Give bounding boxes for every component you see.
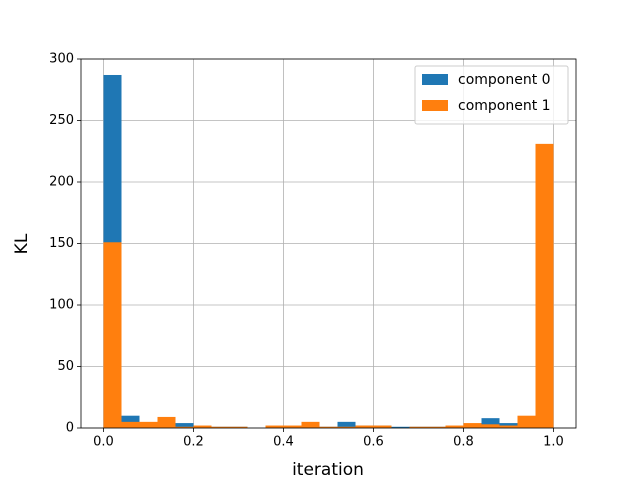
legend-label: component 1 xyxy=(458,98,551,114)
bar xyxy=(175,426,194,428)
bar xyxy=(157,416,176,428)
bar xyxy=(121,421,140,428)
bar xyxy=(139,421,158,428)
bar xyxy=(319,426,338,428)
y-axis-label: KL xyxy=(12,233,32,254)
bar xyxy=(535,143,554,428)
bar xyxy=(193,425,212,428)
bar xyxy=(409,426,428,428)
x-tick-label: 0.8 xyxy=(453,435,474,450)
bar xyxy=(175,423,194,428)
bar xyxy=(391,426,410,428)
y-tick-label: 200 xyxy=(49,175,74,190)
legend-swatch xyxy=(422,100,448,111)
bar xyxy=(229,426,248,428)
bar xyxy=(445,425,464,428)
bar xyxy=(265,425,284,428)
bar xyxy=(499,425,518,428)
bar xyxy=(355,425,374,428)
bar xyxy=(301,421,320,428)
bar xyxy=(283,425,302,428)
y-tick-label: 50 xyxy=(57,359,74,374)
bar xyxy=(427,426,446,428)
y-tick-label: 0 xyxy=(66,421,74,436)
bar xyxy=(481,424,500,428)
x-tick-label: 0.6 xyxy=(363,435,384,450)
legend-box xyxy=(414,65,569,125)
bar xyxy=(373,425,392,428)
bar xyxy=(337,421,356,428)
x-tick-label: 1.0 xyxy=(543,435,564,450)
x-tick-label: 0.0 xyxy=(93,435,114,450)
y-tick-label: 250 xyxy=(49,113,74,128)
y-tick-label: 300 xyxy=(49,52,74,67)
y-tick-label: 100 xyxy=(49,298,74,313)
bar xyxy=(499,423,518,428)
x-tick-label: 0.4 xyxy=(273,435,294,450)
legend-swatch xyxy=(422,74,448,85)
bar xyxy=(463,423,482,428)
bar xyxy=(337,426,356,428)
x-tick-label: 0.2 xyxy=(183,435,204,450)
bar xyxy=(517,415,536,428)
y-tick-label: 150 xyxy=(49,236,74,251)
bar xyxy=(211,426,230,428)
bar xyxy=(103,242,122,428)
legend-label: component 0 xyxy=(458,72,551,88)
x-axis-label: iteration xyxy=(292,460,364,480)
bar xyxy=(481,418,500,428)
